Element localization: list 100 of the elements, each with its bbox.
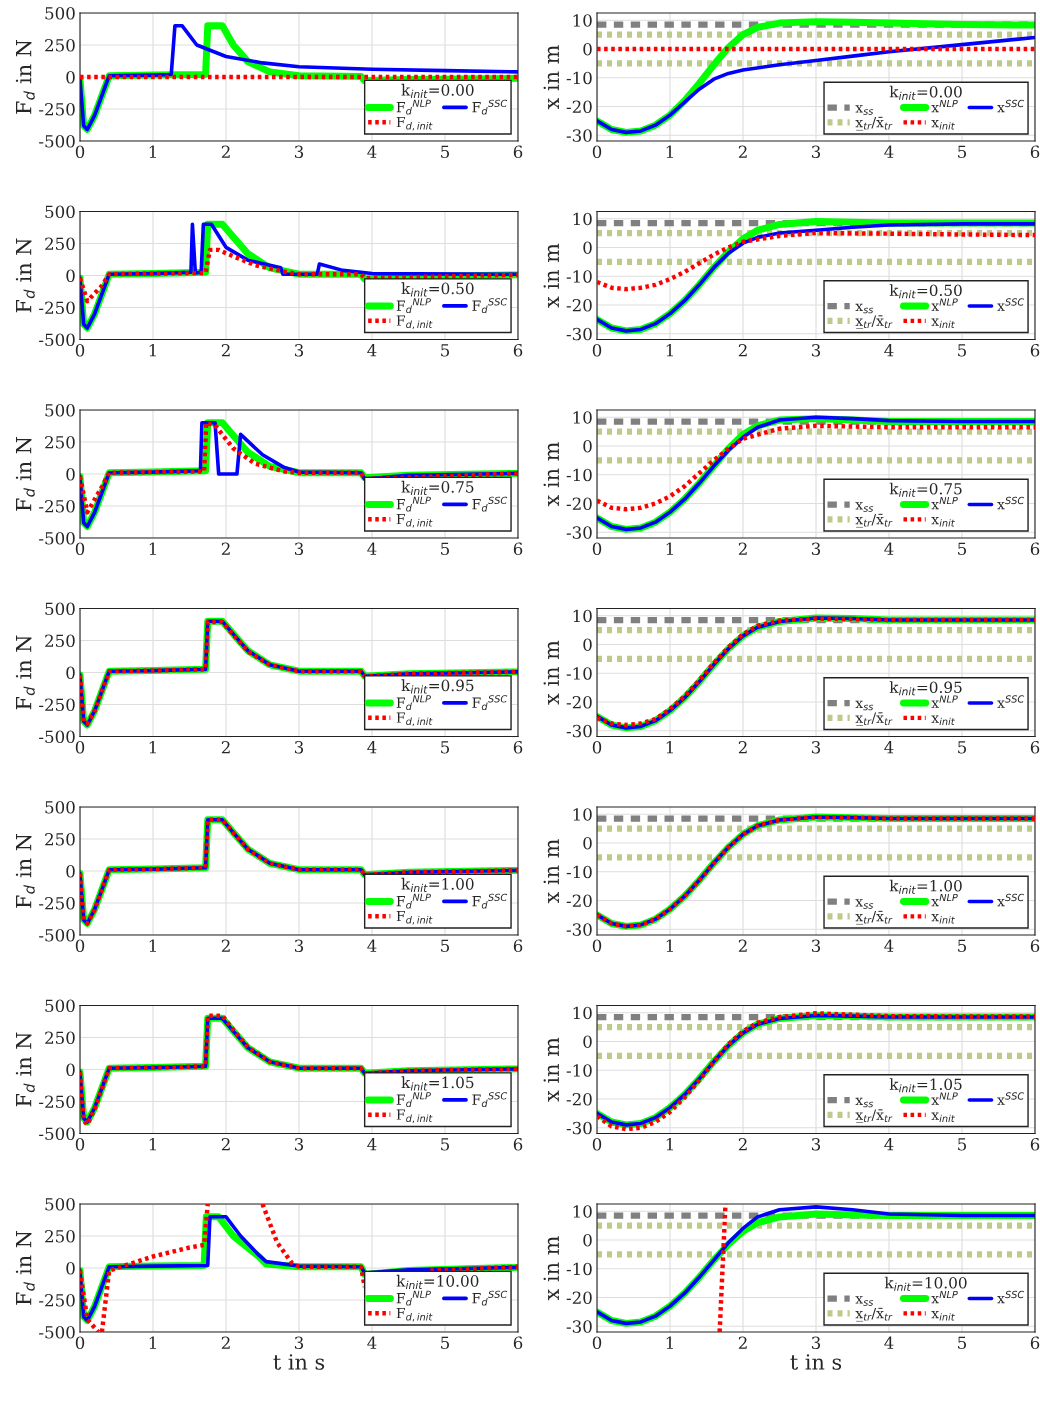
x-tick-label: 4 [884, 343, 894, 357]
legend-label: F$_{d}$$^{SSC}$ [472, 1290, 508, 1306]
y-axis-title: F$_{d}$ in N [15, 1230, 35, 1305]
legend-label: x$^{SSC}$ [997, 1092, 1025, 1105]
y-tick-label: 10 [573, 1205, 592, 1218]
x-tick-label: 1 [666, 1137, 673, 1151]
y-tick-label: -10 [566, 1262, 592, 1276]
y-tick-label: -250 [39, 698, 75, 712]
x-tick-label: 4 [367, 145, 377, 158]
y-tick-label: -250 [39, 301, 75, 315]
x-tick-label: 0 [75, 1336, 85, 1350]
y-axis-title: F$_{d}$ in N [15, 39, 35, 114]
legend-label: x$_{ss}$ [855, 1296, 874, 1306]
x-tick-label: 1 [666, 939, 673, 952]
legend-label: F$_{d,init}$ [396, 116, 433, 131]
legend-label: F$_{d,init}$ [396, 1307, 433, 1322]
y-tick-label: 10 [573, 808, 592, 821]
legend-label: x̲$_{tr}$/x̄$_{tr}$ [855, 1109, 893, 1123]
y-tick-label: 0 [583, 42, 592, 56]
y-tick-label: -250 [39, 499, 75, 513]
x-tick-label: 4 [884, 542, 894, 555]
x-axis-title: t in s [790, 1354, 842, 1370]
y-axis-title: x in m [543, 243, 559, 308]
legend-label: x$_{init}$ [931, 1311, 955, 1321]
legend-label: x$^{SSC}$ [997, 695, 1025, 708]
x-tick-label: 1 [666, 343, 673, 357]
y-tick-label: -20 [566, 695, 592, 709]
legend-title: k$_{init}$=0.00 [401, 83, 474, 98]
y-tick-label: -20 [566, 298, 592, 312]
x-tick-label: 6 [1030, 145, 1040, 159]
x-tick-label: 0 [75, 740, 85, 754]
x-tick-label: 5 [441, 1138, 450, 1151]
legend-label: F$_{d}$$^{SSC}$ [472, 99, 508, 115]
y-tick-label: 10 [573, 411, 592, 424]
x-tick-label: 0 [75, 542, 85, 556]
legend-label: x$_{ss}$ [855, 303, 874, 314]
x-tick-label: 3 [294, 542, 304, 556]
x-tick-label: 3 [294, 939, 304, 953]
y-tick-label: -20 [566, 497, 592, 511]
x-tick-label: 0 [592, 1137, 602, 1151]
x-tick-label: 5 [958, 145, 967, 159]
y-tick-label: -30 [566, 327, 592, 341]
y-tick-label: 250 [45, 1229, 75, 1243]
x-tick-label: 1 [666, 542, 673, 555]
y-axis-title: F$_{d}$ in N [15, 436, 35, 511]
y-axis-title: x in m [543, 839, 559, 904]
y-tick-label: -20 [566, 100, 592, 114]
y-tick-label: 10 [573, 14, 592, 27]
y-tick-label: -10 [566, 1064, 592, 1077]
legend-label: x$^{NLP}$ [931, 893, 958, 907]
legend-title: k$_{init}$=10.00 [884, 1276, 967, 1291]
x-tick-label: 4 [367, 343, 377, 357]
x-tick-label: 0 [592, 740, 602, 754]
legend-label: x$^{NLP}$ [931, 99, 958, 113]
x-tick-label: 1 [149, 939, 156, 952]
x-tick-label: 0 [75, 343, 85, 357]
y-tick-label: -500 [39, 730, 75, 744]
x-axis-title: t in s [273, 1354, 325, 1370]
x-tick-label: 2 [738, 939, 747, 952]
y-tick-label: -500 [39, 531, 75, 545]
x-tick-label: 1 [149, 542, 156, 555]
legend-label: x$^{SSC}$ [997, 496, 1025, 510]
y-tick-label: 0 [66, 70, 75, 84]
legend-title: k$_{init}$=1.05 [401, 1076, 474, 1091]
x-tick-label: 2 [221, 145, 230, 158]
y-tick-label: 0 [583, 1035, 592, 1049]
legend-label: F$_{d,init}$ [396, 910, 433, 925]
y-axis-title: x in m [543, 1037, 559, 1102]
x-tick-label: 1 [149, 343, 156, 357]
y-tick-label: 0 [583, 638, 592, 652]
y-tick-label: 10 [573, 1006, 592, 1020]
y-axis-title: F$_{d}$ in N [15, 833, 35, 908]
y-axis-title: x in m [543, 442, 559, 507]
x-tick-label: 0 [592, 145, 602, 159]
y-tick-label: 0 [66, 467, 75, 481]
x-tick-label: 3 [294, 343, 304, 357]
x-tick-label: 6 [513, 343, 523, 357]
y-tick-label: -20 [566, 1092, 592, 1106]
legend-label: x$^{SSC}$ [997, 99, 1025, 113]
x-tick-label: 6 [1030, 740, 1040, 754]
y-axis-title: F$_{d}$ in N [15, 635, 35, 710]
y-tick-label: 0 [66, 666, 75, 680]
y-tick-label: 250 [45, 832, 75, 846]
x-tick-label: 6 [1030, 939, 1040, 953]
y-tick-label: 500 [45, 999, 75, 1013]
x-tick-label: 3 [811, 542, 821, 556]
x-tick-label: 3 [811, 1336, 821, 1350]
legend-label: x$_{ss}$ [855, 105, 874, 115]
x-tick-label: 6 [513, 939, 523, 953]
y-tick-label: 250 [45, 38, 75, 52]
x-tick-label: 0 [592, 343, 602, 357]
y-tick-label: 250 [45, 1031, 75, 1045]
legend-title: k$_{init}$=0.95 [401, 679, 474, 694]
x-tick-label: 5 [958, 1138, 967, 1151]
y-tick-label: 500 [45, 403, 75, 417]
x-tick-label: 2 [221, 1137, 230, 1151]
x-tick-label: 3 [811, 145, 821, 159]
y-tick-label: -20 [566, 1291, 592, 1305]
legend-title: k$_{init}$=1.00 [889, 879, 962, 894]
x-tick-label: 4 [884, 740, 894, 754]
